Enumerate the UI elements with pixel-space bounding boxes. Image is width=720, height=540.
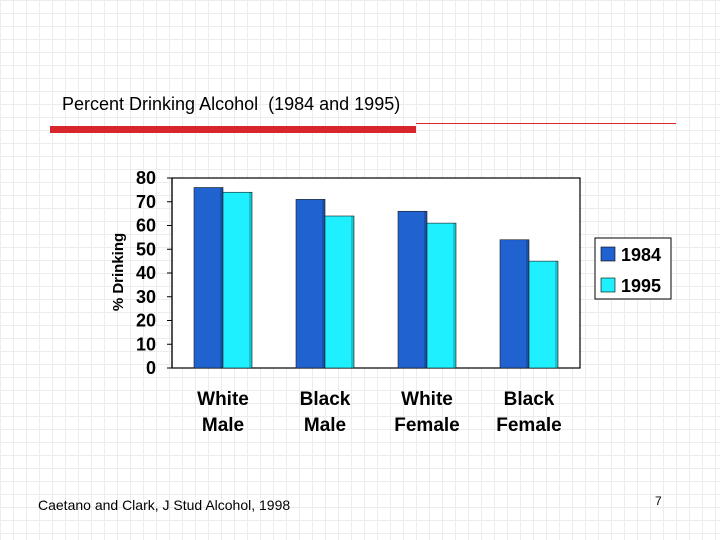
bar-shade <box>249 192 252 368</box>
bar-1984: 1984: 66 <box>397 210 428 369</box>
x-tick-label: Male <box>304 415 346 436</box>
page-number: 7 <box>655 494 662 508</box>
bar-1984: 1984: 54 <box>499 239 530 369</box>
bar-shade <box>453 223 456 368</box>
y-tick-label: 30 <box>136 287 156 307</box>
x-tick-label: Female <box>394 415 459 436</box>
bar-shade <box>526 239 529 368</box>
legend-label-1995: 1995 <box>621 276 661 296</box>
y-axis <box>167 177 173 369</box>
y-tick-label: 20 <box>136 311 156 331</box>
x-tick-label: Black <box>300 389 351 410</box>
x-tick-labels: White Male Black Male White Female Black Female <box>197 389 562 436</box>
legend-swatch-1984 <box>600 246 616 262</box>
bar-shade <box>220 187 223 368</box>
bar-1995: 1995: 45 <box>528 260 559 369</box>
legend-swatch-1995 <box>600 277 616 293</box>
bar-1984: 1984: 71 <box>295 199 326 369</box>
title-thin-rule <box>416 123 676 124</box>
x-tick-label: Female <box>496 415 561 436</box>
citation-footer: Caetano and Clark, J Stud Alcohol, 1998 <box>38 497 291 513</box>
x-tick-label: Male <box>202 415 244 436</box>
bar-shade <box>322 199 325 368</box>
bar-1984: 1984: 76 <box>193 187 224 369</box>
x-tick-label: White <box>197 389 249 410</box>
y-tick-label: 40 <box>136 263 156 283</box>
bar-1995: 1995: 61 <box>426 222 457 369</box>
y-tick-label: 60 <box>136 216 156 236</box>
y-tick-label: 50 <box>136 239 156 259</box>
y-tick-label: 10 <box>136 334 156 354</box>
bar-1995: 1995: 64 <box>324 215 355 369</box>
legend: 1984 1995 <box>594 237 672 300</box>
x-tick-label: White <box>401 389 453 410</box>
title-accent-rule <box>50 126 416 133</box>
bar-shade <box>555 261 558 368</box>
bar-1995: 1995: 74 <box>222 191 253 369</box>
bars: 1984: 761995: 74 1984: 711995: 64 1984: 66… <box>193 187 559 369</box>
y-tick-label: 0 <box>146 358 156 378</box>
bar-shade <box>424 211 427 368</box>
y-tick-label: 80 <box>136 168 156 188</box>
bar-shade <box>351 216 354 368</box>
y-tick-label: 70 <box>136 192 156 212</box>
legend-label-1984: 1984 <box>621 245 661 265</box>
x-tick-label: Black <box>504 389 555 410</box>
y-tick-labels: 80 70 60 50 40 30 20 10 0 <box>136 168 156 378</box>
y-axis-label: % Drinking <box>110 233 127 311</box>
slide-title: Percent Drinking Alcohol (1984 and 1995) <box>62 94 401 114</box>
